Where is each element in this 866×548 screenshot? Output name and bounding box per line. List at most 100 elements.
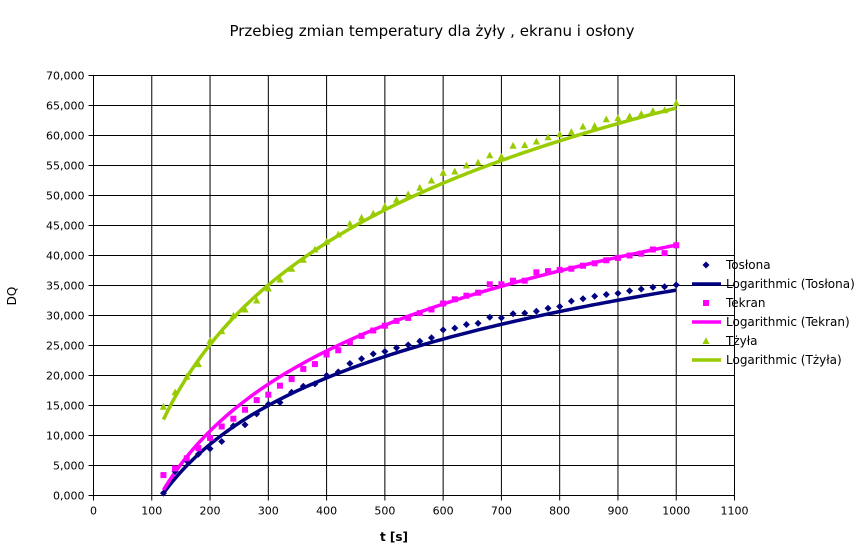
series-4-point xyxy=(194,360,202,368)
legend-marker-swatch xyxy=(703,300,709,306)
gridlines xyxy=(93,75,735,496)
series-2-point xyxy=(673,242,680,249)
series-0-point xyxy=(194,450,202,458)
series-0-point xyxy=(323,372,331,379)
y-tick-label: 70,000 xyxy=(46,70,85,83)
series-4-point xyxy=(486,151,494,159)
series-0-point xyxy=(416,337,424,345)
y-tick-label: 15,000 xyxy=(46,400,85,413)
series-4-point xyxy=(288,264,296,272)
series-0-point xyxy=(602,291,610,298)
series-0-point xyxy=(159,489,167,497)
series-0-point xyxy=(521,309,529,317)
y-tick-label: 25,000 xyxy=(46,340,85,353)
series-4-point xyxy=(322,237,331,245)
trendline-1 xyxy=(162,288,677,495)
series-4-point xyxy=(346,219,354,227)
series-0-point xyxy=(649,283,657,291)
series-2-point xyxy=(451,296,458,303)
series-4-point xyxy=(206,336,214,344)
series-4-point xyxy=(404,190,412,198)
legend: Tosłona Logarithmic (Tosłona) Tekran Logari… xyxy=(692,258,855,367)
x-tick-label: 100 xyxy=(141,505,162,518)
series-0-point xyxy=(556,303,564,310)
y-tick-label: 50,000 xyxy=(46,190,85,203)
series-2-point xyxy=(545,268,552,275)
series-4-point xyxy=(253,296,261,304)
series-0-point xyxy=(218,438,226,445)
series-4-point xyxy=(591,122,599,129)
y-tick-label: 55,000 xyxy=(46,160,85,173)
legend-marker-swatch xyxy=(702,337,710,344)
series-0-point xyxy=(474,319,482,327)
x-tick-label: 700 xyxy=(491,505,512,518)
series-2-point xyxy=(242,406,249,413)
series-0-point xyxy=(497,314,505,322)
series-2-point xyxy=(533,269,540,276)
series-2-point xyxy=(311,361,318,368)
series-0-point xyxy=(486,313,494,321)
series-4-point xyxy=(497,152,506,160)
series-0-point xyxy=(299,382,307,390)
series-2-point xyxy=(463,292,470,299)
legend-label: Tekran xyxy=(725,296,766,310)
series-4-point xyxy=(334,230,342,238)
x-tick-label: 500 xyxy=(374,505,395,518)
series-4-point xyxy=(579,122,587,130)
series-4-point xyxy=(660,106,669,114)
legend-label: Logarithmic (Tżyła) xyxy=(726,353,842,367)
series-0-point xyxy=(311,380,319,388)
trendline-3 xyxy=(161,243,677,491)
y-tick-label: 45,000 xyxy=(46,220,85,233)
series-0-point xyxy=(404,341,412,349)
series-4-point xyxy=(672,99,680,107)
series-4-point xyxy=(159,402,168,410)
series-4-point xyxy=(567,128,575,135)
series-2-point xyxy=(358,332,365,339)
series-4-point xyxy=(451,167,459,175)
series-0-point xyxy=(369,350,377,358)
x-tick-label: 800 xyxy=(549,505,570,518)
series-4-point xyxy=(614,114,622,122)
series-0-point xyxy=(427,334,435,342)
series-2-point xyxy=(440,300,447,307)
series-2-point xyxy=(370,327,377,334)
legend-label: Logarithmic (Tekran) xyxy=(726,315,850,329)
series-0-point xyxy=(358,355,366,363)
series-0-point xyxy=(439,326,447,334)
x-tick-label: 200 xyxy=(200,505,221,518)
legend-label: Tżyła xyxy=(725,334,758,348)
series-0-point xyxy=(334,368,342,376)
series-2-point xyxy=(475,289,482,296)
series-2-point xyxy=(300,365,307,372)
series-4-point xyxy=(416,183,424,191)
series-4-point xyxy=(556,130,564,138)
series-4-point xyxy=(381,202,389,210)
series-2-point xyxy=(405,314,412,321)
chart-title: Przebieg zmian temperatury dla żyły , ek… xyxy=(229,22,634,40)
series-0-point xyxy=(567,297,575,305)
series-0-point xyxy=(672,281,680,289)
x-axis-ticks: 0 100 200 300 400 500 600 700 800 900 1000 1100 xyxy=(90,495,749,518)
series-4-point xyxy=(299,255,307,263)
series-2-point xyxy=(265,391,272,398)
series-4-point xyxy=(276,275,284,283)
series-4-point xyxy=(649,107,657,114)
y-tick-label: 10,000 xyxy=(46,430,85,443)
series-0-point xyxy=(532,307,540,315)
series-0-point xyxy=(393,344,401,352)
series-4-point xyxy=(544,133,552,141)
series-2-point xyxy=(591,260,598,267)
series-4-point xyxy=(183,372,191,380)
series-4-point xyxy=(602,115,610,123)
series-4-point xyxy=(218,327,226,335)
series-0-point xyxy=(229,422,237,430)
series-2-point xyxy=(253,397,260,404)
series-4-point xyxy=(357,213,366,221)
x-tick-label: 600 xyxy=(433,505,454,518)
series-2-point xyxy=(638,250,645,257)
series-4-point xyxy=(521,141,529,149)
series-2-point xyxy=(614,254,621,261)
series-2-point xyxy=(218,423,225,430)
